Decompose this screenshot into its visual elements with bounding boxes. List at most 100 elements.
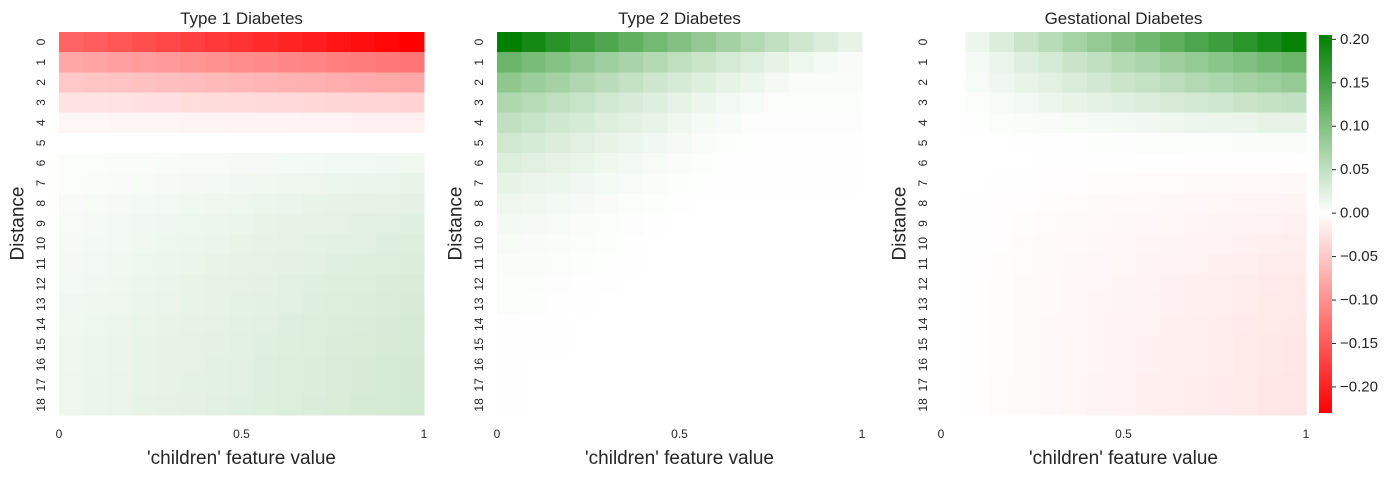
heatmap-cell — [83, 112, 109, 134]
heatmap-cell — [156, 173, 182, 194]
heatmap-cell — [740, 273, 766, 295]
heatmap-cell — [989, 294, 1015, 315]
heatmap-cell — [989, 32, 1015, 53]
heatmap-cell — [59, 233, 84, 255]
y-tick-label: 15 — [916, 337, 930, 351]
heatmap-cell — [1038, 152, 1064, 174]
heatmap-cell — [1062, 152, 1088, 174]
heatmap-cell — [399, 354, 425, 376]
heatmap-cell — [764, 394, 790, 416]
heatmap-cell — [278, 92, 303, 114]
y-tick-label: 4 — [34, 119, 48, 126]
heatmap-cell — [107, 173, 133, 194]
heatmap-cell — [941, 132, 966, 154]
heatmap-cell — [1014, 233, 1039, 255]
heatmap-cell — [1233, 112, 1258, 134]
heatmap-cell — [156, 273, 182, 295]
heatmap-cell — [1111, 152, 1137, 174]
heatmap-cell — [716, 52, 741, 73]
heatmap-cell — [351, 112, 376, 134]
heatmap-cell — [253, 92, 279, 114]
heatmap-cell — [59, 152, 84, 174]
heatmap-cell — [989, 233, 1015, 255]
heatmap-cell — [1184, 32, 1210, 53]
heatmap-cell — [545, 173, 571, 194]
heatmap-cell — [1233, 193, 1258, 215]
heatmap-cell — [545, 152, 571, 174]
y-tick-label: 16 — [34, 358, 48, 372]
heatmap-cell — [59, 294, 84, 315]
heatmap-cell — [205, 273, 230, 295]
heatmap-cell — [497, 374, 522, 396]
heatmap-cell — [716, 253, 741, 275]
heatmap-cell — [399, 273, 425, 295]
heatmap-cell — [740, 92, 766, 114]
x-axis-label: 'children' feature value — [585, 448, 774, 469]
heatmap-cell — [180, 193, 206, 215]
heatmap-cell — [643, 354, 668, 376]
heatmap-cell — [302, 394, 328, 416]
heatmap-cell — [667, 132, 693, 154]
y-tick-label: 10 — [916, 237, 930, 251]
heatmap-cell — [789, 173, 814, 194]
colorbar-tick-label: −0.15 — [1340, 335, 1378, 352]
heatmap-cell — [1135, 294, 1161, 315]
heatmap-cell — [156, 294, 182, 315]
heatmap-cell — [1281, 112, 1307, 134]
heatmap-cell — [643, 92, 668, 114]
heatmap-cell — [570, 92, 595, 114]
heatmap-cell — [667, 52, 693, 73]
heatmap-cell — [1281, 334, 1307, 356]
heatmap-cell — [594, 253, 620, 275]
heatmap-cell — [691, 92, 717, 114]
heatmap-cell — [229, 233, 255, 255]
heatmap-cell — [229, 52, 255, 73]
heatmap-cell — [1257, 273, 1283, 295]
y-tick-label: 15 — [472, 337, 486, 351]
heatmap-cell — [618, 233, 644, 255]
heatmap-cell — [521, 72, 547, 94]
heatmap-cell — [351, 152, 376, 174]
heatmap-cell — [1160, 294, 1185, 315]
heatmap-cell — [1111, 72, 1137, 94]
heatmap-cell — [1087, 173, 1112, 194]
heatmap-cell — [1014, 213, 1039, 235]
heatmap-cell — [941, 52, 966, 73]
heatmap-cell — [789, 394, 814, 416]
heatmap-cell — [1160, 213, 1185, 235]
heatmap-cell — [1062, 213, 1088, 235]
heatmap-cell — [618, 72, 644, 94]
heatmap-cell — [521, 152, 547, 174]
y-tick-label: 5 — [34, 139, 48, 146]
heatmap-cell — [375, 112, 401, 134]
heatmap-cell — [989, 112, 1015, 134]
heatmap-cell — [375, 314, 401, 335]
heatmap-cell — [1184, 112, 1210, 134]
heatmap-cell — [1014, 314, 1039, 335]
heatmap-cell — [594, 213, 620, 235]
heatmap-cell — [941, 193, 966, 215]
y-tick-label: 10 — [34, 237, 48, 251]
heatmap-cell — [253, 213, 279, 235]
heatmap-cell — [302, 273, 328, 295]
heatmap-cell — [1281, 213, 1307, 235]
heatmap-cell — [965, 213, 991, 235]
heatmap-cell — [1135, 72, 1161, 94]
heatmap-cell — [375, 193, 401, 215]
heatmap-cell — [740, 334, 766, 356]
heatmap-cell — [497, 253, 522, 275]
y-tick-label: 5 — [916, 139, 930, 146]
heatmap-cell — [1160, 253, 1185, 275]
heatmap-cell — [1014, 32, 1039, 53]
heatmap-cell — [59, 394, 84, 416]
heatmap-cell — [643, 52, 668, 73]
heatmap-cell — [618, 334, 644, 356]
heatmap-cell — [1135, 132, 1161, 154]
x-tick-label: 1 — [1303, 427, 1310, 441]
heatmap-cell — [1111, 253, 1137, 275]
y-tick-label: 13 — [472, 297, 486, 311]
heatmap-cell — [989, 193, 1015, 215]
heatmap-cell — [521, 193, 547, 215]
heatmap-cell — [1087, 334, 1112, 356]
heatmap-cell — [764, 132, 790, 154]
